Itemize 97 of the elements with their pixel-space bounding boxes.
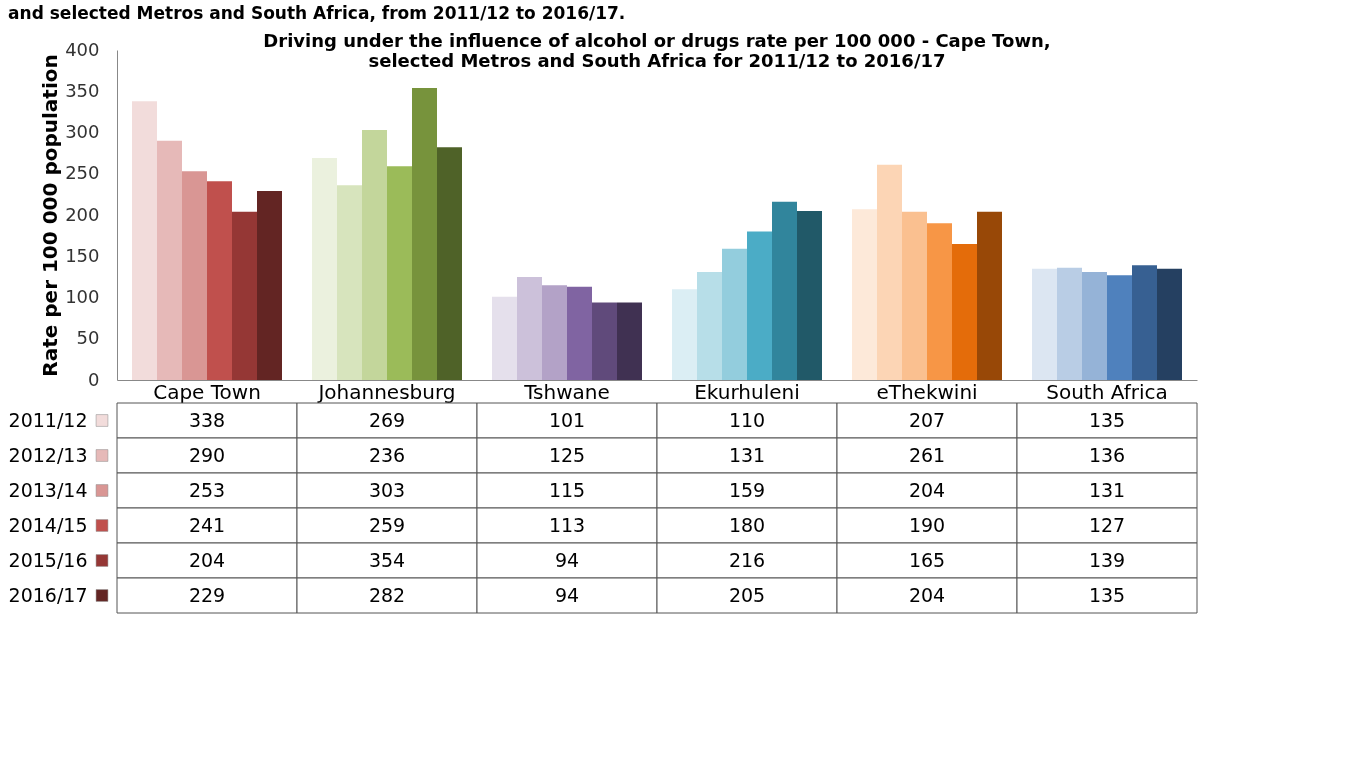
data-label: 127 bbox=[1088, 513, 1126, 536]
bar bbox=[387, 166, 412, 380]
bar bbox=[157, 140, 182, 380]
data-label: 236 bbox=[368, 443, 406, 466]
text: and selected Metros and South Africa, from 2011/12 to 2016/17. bbox=[8, 3, 626, 23]
data-label: 229 bbox=[188, 583, 226, 606]
data-label: 131 bbox=[728, 443, 766, 466]
bar bbox=[312, 158, 337, 380]
data-label: 205 bbox=[728, 583, 766, 606]
data-label: 282 bbox=[368, 583, 406, 606]
data-label: 253 bbox=[188, 478, 226, 501]
bar bbox=[747, 231, 772, 380]
y-tick-label: 350 bbox=[65, 79, 100, 101]
data-label: 125 bbox=[548, 443, 586, 466]
bar bbox=[1082, 271, 1107, 380]
legend-label: 2011/12 bbox=[8, 408, 88, 431]
bar bbox=[1157, 268, 1182, 380]
bar bbox=[1107, 275, 1132, 380]
data-label: 131 bbox=[1088, 478, 1126, 501]
data-label: 94 bbox=[554, 583, 580, 606]
bar bbox=[797, 210, 822, 380]
data-label: 115 bbox=[548, 478, 586, 501]
x-tick-label: Cape Town bbox=[153, 379, 261, 404]
bar bbox=[337, 185, 362, 380]
bar bbox=[852, 209, 877, 380]
data-label: 101 bbox=[548, 408, 586, 431]
y-axis-title: Rate per 100 000 population bbox=[38, 54, 63, 377]
data-label: 338 bbox=[188, 408, 226, 431]
bar bbox=[517, 276, 542, 380]
bar bbox=[362, 130, 387, 380]
data-label: 180 bbox=[728, 513, 766, 536]
y-tick-label: 0 bbox=[88, 368, 100, 390]
x-tick-label: Ekurhuleni bbox=[694, 379, 800, 404]
x-tick-label: eThekwini bbox=[876, 379, 978, 404]
x-tick-label: Tshwane bbox=[523, 379, 610, 404]
bar bbox=[722, 248, 747, 380]
y-tick-label: 150 bbox=[65, 244, 100, 266]
data-label: 204 bbox=[188, 548, 226, 571]
bar bbox=[1132, 265, 1157, 380]
bar bbox=[877, 164, 902, 380]
bar bbox=[182, 171, 207, 380]
legend-label: 2016/17 bbox=[8, 583, 88, 606]
y-tick-label: 50 bbox=[76, 327, 100, 349]
bar bbox=[772, 201, 797, 380]
bar bbox=[902, 211, 927, 380]
data-label: 241 bbox=[188, 513, 226, 536]
bar bbox=[437, 147, 462, 380]
data-label: 204 bbox=[908, 478, 946, 501]
data-label: 269 bbox=[368, 408, 406, 431]
y-tick-label: 100 bbox=[65, 286, 100, 307]
bar bbox=[672, 289, 697, 380]
bar bbox=[1057, 267, 1082, 380]
data-label: 94 bbox=[554, 548, 580, 571]
data-label: 165 bbox=[908, 548, 946, 571]
text: selected Metros and South Africa for 2011/12 to 2016/17 bbox=[368, 50, 946, 71]
legend-label: 2012/13 bbox=[8, 443, 88, 466]
data-label: 159 bbox=[728, 478, 766, 501]
data-label: 110 bbox=[728, 408, 766, 431]
data-label: 303 bbox=[368, 478, 406, 501]
bar bbox=[207, 181, 232, 380]
legend-label: 2015/16 bbox=[8, 548, 88, 571]
data-label: 207 bbox=[908, 408, 946, 431]
bar bbox=[592, 302, 617, 380]
bar bbox=[412, 87, 437, 380]
legend-label: 2014/15 bbox=[8, 513, 88, 536]
bar bbox=[257, 191, 282, 380]
legend-label: 2013/14 bbox=[8, 478, 88, 501]
data-label: 354 bbox=[368, 548, 406, 571]
data-label: 136 bbox=[1088, 443, 1126, 466]
bar bbox=[977, 211, 1002, 380]
bar bbox=[232, 211, 257, 380]
y-tick-label: 250 bbox=[65, 162, 100, 184]
y-tick-label: 200 bbox=[65, 203, 100, 225]
bar bbox=[492, 296, 517, 380]
data-label: 259 bbox=[368, 513, 406, 536]
bar bbox=[1032, 268, 1057, 380]
data-label: 290 bbox=[188, 443, 226, 466]
text: Driving under the influence of alcohol or drugs rate per 100 000 - Cape Town, bbox=[263, 30, 1051, 51]
data-label: 216 bbox=[728, 548, 766, 571]
bar bbox=[927, 223, 952, 380]
data-label: 204 bbox=[908, 583, 946, 606]
data-label: 113 bbox=[548, 513, 586, 536]
y-tick-label: 300 bbox=[65, 121, 100, 142]
bar bbox=[567, 286, 592, 380]
x-tick-label: South Africa bbox=[1046, 379, 1168, 404]
data-label: 135 bbox=[1088, 583, 1126, 606]
data-label: 190 bbox=[908, 513, 946, 536]
y-tick-label: 400 bbox=[65, 38, 100, 60]
bar bbox=[952, 243, 977, 380]
bar bbox=[617, 302, 642, 380]
bar bbox=[132, 101, 157, 380]
data-label: 135 bbox=[1088, 408, 1126, 431]
data-label: 139 bbox=[1088, 548, 1126, 571]
data-label: 261 bbox=[908, 443, 946, 466]
bar bbox=[697, 271, 722, 380]
x-tick-label: Johannesburg bbox=[316, 379, 456, 404]
bar bbox=[542, 285, 567, 380]
